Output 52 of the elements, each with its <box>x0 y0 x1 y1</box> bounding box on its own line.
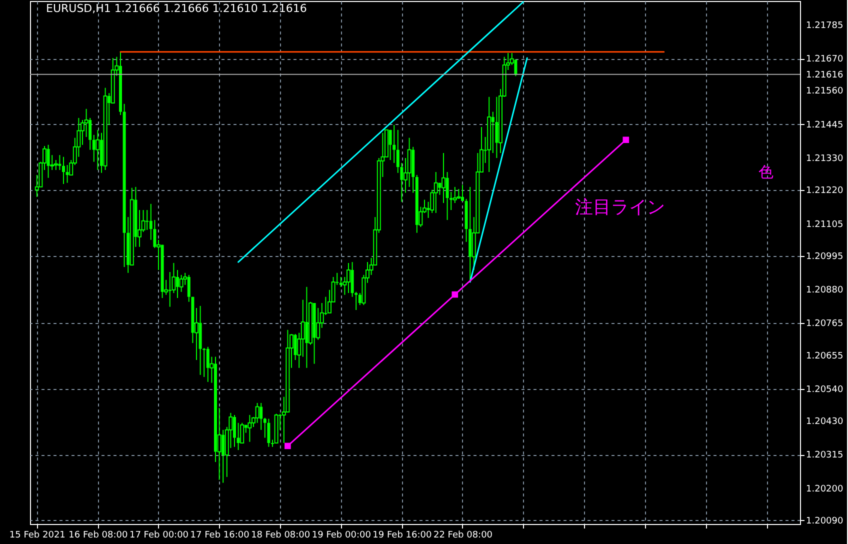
y-tick-label: 1.21105 <box>806 220 844 230</box>
candlestick <box>305 286 308 368</box>
chart-title: EURUSD,H1 1.21666 1.21666 1.21610 1.21616 <box>46 2 307 15</box>
candlestick <box>236 422 240 451</box>
y-tick-label: 1.20540 <box>806 384 844 395</box>
candlestick <box>446 172 449 220</box>
y-tick-label: 1.20880 <box>806 286 844 296</box>
y-tick-label: 1.21560 <box>806 86 844 97</box>
y-tick-label: 1.21330 <box>806 154 844 164</box>
y-tick-label: 1.20430 <box>806 417 844 428</box>
candlestick <box>267 418 270 448</box>
point <box>284 442 291 450</box>
ref-line-label: 1.21616 <box>806 70 844 80</box>
candlestick <box>339 276 342 288</box>
candlestick <box>495 96 498 158</box>
x-tick-label: 17 Feb 00:00 <box>129 530 189 540</box>
candlestick <box>260 402 263 430</box>
y-tick-label: 1.20200 <box>806 484 844 494</box>
y-tick-label: 1.20655 <box>806 351 844 362</box>
y-tick-label: 1.20995 <box>806 252 844 262</box>
candlestick <box>206 346 210 382</box>
candlestick <box>96 129 100 170</box>
x-tick-label: 19 Feb 16:00 <box>372 530 432 540</box>
candlestick <box>146 210 149 230</box>
y-tick-label: 1.20090 <box>806 516 844 526</box>
x-tick-label: 19 Feb 00:00 <box>312 530 372 540</box>
candlestick <box>62 156 65 185</box>
x-tick-label: 22 Feb 08:00 <box>433 530 493 540</box>
y-tick-label: 1.21220 <box>806 186 844 196</box>
candlestick <box>66 164 69 184</box>
annotation: 色 <box>758 163 774 181</box>
candlestick <box>248 414 252 442</box>
annotation: 注目ライン <box>575 197 665 218</box>
candlestick <box>456 188 461 200</box>
candlestick <box>388 129 392 161</box>
point <box>622 136 630 144</box>
point <box>452 291 458 298</box>
candlestick <box>346 262 350 294</box>
x-tick-label: 18 Feb 08:00 <box>251 530 310 540</box>
candlestick <box>392 124 396 164</box>
x-tick-label: 16 Feb 08:00 <box>68 530 128 540</box>
y-tick-label: 1.21785 <box>806 20 844 31</box>
y-tick-label: 1.20765 <box>806 319 844 330</box>
candlestick <box>58 154 62 170</box>
candlestick <box>434 172 438 214</box>
candlestick <box>92 134 96 162</box>
candlestick <box>46 144 50 178</box>
x-tick-label: 17 Feb 16:00 <box>190 530 250 540</box>
y-tick-label: 1.20315 <box>806 450 844 461</box>
y-tick-label: 1.21670 <box>806 54 844 65</box>
y-tick-label: 1.21445 <box>806 120 844 130</box>
x-tick-label: 15 Feb 2021 <box>9 530 66 540</box>
